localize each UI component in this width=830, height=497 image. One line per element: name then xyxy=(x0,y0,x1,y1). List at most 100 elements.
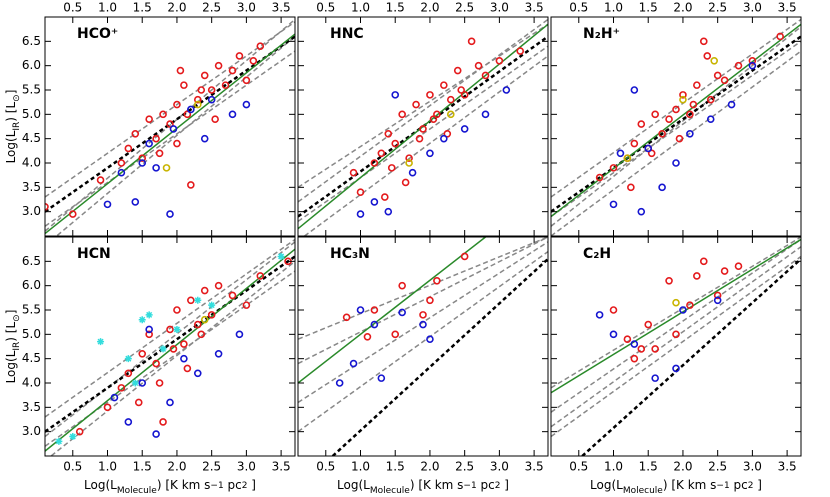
point xyxy=(713,296,722,305)
point xyxy=(630,86,639,94)
point xyxy=(117,159,126,167)
fit-line xyxy=(45,241,295,438)
x-tick-label: 0.5 xyxy=(569,1,588,15)
point xyxy=(686,301,694,309)
y-axis-label-part: ⊙ xyxy=(12,314,22,322)
x-axis-label: Log(LMolecule) [K km s−1 pc2 ] xyxy=(337,478,509,496)
point xyxy=(96,176,105,184)
fit-line xyxy=(551,26,801,227)
point xyxy=(609,200,618,209)
point xyxy=(166,325,174,334)
point xyxy=(370,306,379,314)
point xyxy=(665,115,673,123)
y-axis-label-part: ) [L xyxy=(4,322,18,342)
point xyxy=(426,149,434,158)
point xyxy=(155,149,164,158)
point xyxy=(200,134,209,143)
point xyxy=(103,403,112,412)
fit-line xyxy=(298,237,486,384)
point xyxy=(429,115,438,123)
point xyxy=(228,66,237,75)
point xyxy=(426,335,434,344)
y-axis-label-part: Log(L xyxy=(4,130,18,163)
x-tick-label: 1.0 xyxy=(604,460,623,474)
point xyxy=(672,298,680,307)
point xyxy=(197,86,206,94)
point xyxy=(415,134,424,143)
y-tick-label: 3.5 xyxy=(22,180,41,194)
point xyxy=(162,164,171,172)
x-tick-label: 3.0 xyxy=(743,460,762,474)
x-tick-label: 2.0 xyxy=(420,1,439,15)
y-tick-label: 6.0 xyxy=(22,278,41,292)
point xyxy=(159,110,167,119)
x-tick-label: 1.5 xyxy=(386,460,405,474)
point xyxy=(727,100,736,109)
point xyxy=(647,149,656,158)
point xyxy=(440,134,448,143)
fit-line xyxy=(551,50,801,236)
panel xyxy=(298,237,548,456)
point xyxy=(173,306,181,314)
x-tick-label: 1.5 xyxy=(133,460,152,474)
x-axis-label-part: Log(L xyxy=(337,478,370,492)
x-tick-label: 3.5 xyxy=(525,1,544,15)
point xyxy=(502,86,511,94)
star-point xyxy=(145,311,153,319)
point xyxy=(180,81,188,89)
point xyxy=(187,181,195,189)
x-tick-label: 3.0 xyxy=(490,1,509,15)
x-tick-label: 1.0 xyxy=(604,1,623,15)
point xyxy=(138,379,147,387)
y-axis-label-part: ⊙ xyxy=(12,94,22,102)
fit-line xyxy=(551,238,801,413)
point xyxy=(173,100,181,109)
fit-line xyxy=(45,33,295,235)
point xyxy=(686,130,694,138)
point xyxy=(710,56,718,65)
point xyxy=(200,71,209,80)
point xyxy=(412,100,420,109)
point xyxy=(159,418,167,426)
fit-line xyxy=(45,35,295,213)
panel-title: N₂H⁺ xyxy=(583,26,620,42)
point xyxy=(481,71,490,80)
point xyxy=(370,320,379,329)
point xyxy=(387,164,396,172)
star-point xyxy=(159,345,167,353)
x-tick-label: 2.5 xyxy=(455,1,474,15)
fit-line xyxy=(551,18,801,198)
point xyxy=(166,210,174,218)
point xyxy=(193,320,202,329)
point xyxy=(187,296,195,305)
x-axis-label-part: pc xyxy=(730,478,748,492)
point xyxy=(75,427,84,436)
y-tick-label: 5.5 xyxy=(22,303,41,317)
point xyxy=(235,330,244,339)
fit-line xyxy=(581,257,801,456)
point xyxy=(720,76,729,85)
point xyxy=(207,86,216,94)
panel-title: HNC xyxy=(330,26,364,42)
point xyxy=(637,207,646,216)
y-axis-label-part: ) [L xyxy=(4,102,18,122)
fit-line xyxy=(45,21,295,198)
x-axis-label-part: 2 xyxy=(748,481,754,491)
y-tick-label: 3.5 xyxy=(22,400,41,414)
fit-line xyxy=(45,238,295,418)
fit-line xyxy=(49,260,295,456)
point xyxy=(391,139,400,148)
point xyxy=(349,359,358,368)
point xyxy=(398,308,406,317)
x-tick-label: 3.0 xyxy=(490,460,509,474)
point xyxy=(672,105,680,114)
x-tick-label: 1.0 xyxy=(98,460,117,474)
x-tick-label: 2.5 xyxy=(202,1,221,15)
point xyxy=(706,95,715,104)
point xyxy=(627,183,635,192)
panel xyxy=(45,18,295,236)
point xyxy=(467,37,476,46)
point xyxy=(124,418,133,426)
y-tick-label: 5.5 xyxy=(22,83,41,97)
point xyxy=(45,203,49,211)
